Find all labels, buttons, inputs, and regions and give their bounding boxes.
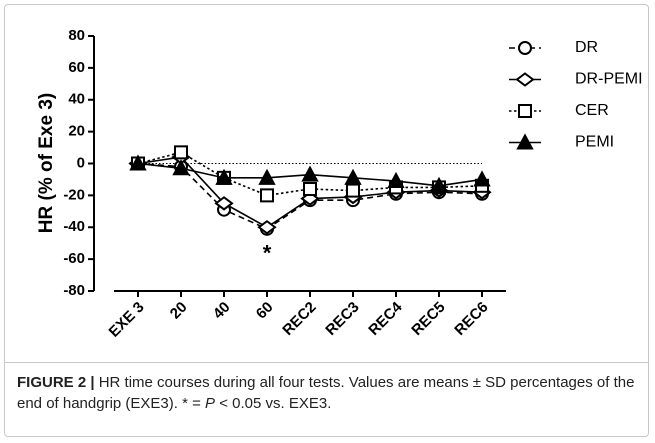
x-tick-label: REC3 [322, 299, 362, 339]
marker [387, 171, 405, 189]
marker [174, 145, 188, 160]
x-tick-label: EXE 3 [106, 299, 148, 341]
legend-label: DR [575, 39, 598, 56]
series-line [137, 151, 483, 197]
marker [260, 188, 274, 203]
marker [303, 182, 317, 196]
marker [344, 168, 362, 185]
y-axis-label: HR (% of Exe 3) [36, 93, 57, 233]
marker [215, 168, 233, 185]
caption: FIGURE 2 | HR time courses during all fo… [5, 362, 648, 414]
y-tick-label: 20 [68, 123, 85, 140]
marker [473, 170, 491, 187]
figure: HR (% of Exe 3) -80 -60 -40 -20 0 20 40 60 80 EXE… [4, 4, 649, 437]
y-tick-label: 80 [68, 27, 85, 44]
x-tick-label: 60 [253, 299, 277, 323]
y-tick-label: 0 [77, 154, 85, 171]
y-tick-label: -80 [63, 282, 85, 299]
y-tick-label: -60 [63, 250, 85, 267]
marker [257, 220, 277, 235]
marker [258, 168, 276, 185]
caption-italic: P [205, 395, 216, 412]
marker [172, 159, 190, 176]
caption-label: FIGURE 2 | [17, 374, 95, 391]
caption-text: HR time courses during all four tests. V… [17, 374, 635, 412]
series [129, 154, 491, 193]
y-tick-label: -40 [63, 218, 85, 235]
x-tick-label: REC2 [279, 299, 319, 339]
legend-label: PEMI [575, 134, 614, 151]
chart: HR (% of Exe 3) -80 -60 -40 -20 0 20 40 60 80 EXE… [36, 27, 643, 341]
x-tick-label: REC4 [365, 298, 406, 339]
legend-label: CER [575, 102, 609, 119]
x-tick-label: 40 [210, 299, 234, 323]
marker [301, 165, 319, 182]
marker [518, 104, 532, 118]
x-tick-label: REC5 [408, 299, 448, 339]
marker [129, 154, 147, 171]
annotation: * [263, 241, 272, 266]
legend-label: DR-PEMI [575, 71, 643, 88]
marker [518, 41, 532, 55]
marker [430, 176, 448, 193]
x-tick-label: 20 [167, 299, 191, 323]
y-tick-label: 40 [68, 91, 85, 108]
y-tick-label: -20 [63, 186, 85, 203]
marker [346, 183, 360, 198]
marker [516, 133, 534, 150]
marker [214, 196, 234, 211]
caption-text: < 0.05 vs. EXE3. [215, 395, 332, 412]
marker [515, 72, 535, 87]
x-tick-label: REC6 [451, 299, 491, 339]
y-tick-label: 60 [68, 59, 85, 76]
